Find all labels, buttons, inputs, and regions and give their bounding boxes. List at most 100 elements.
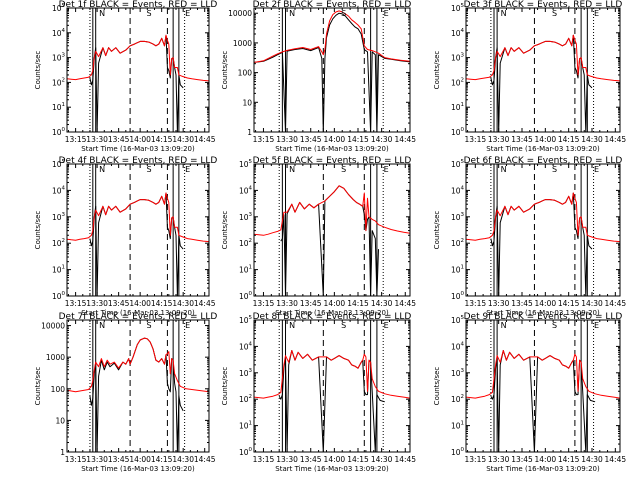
x-tick-label: 13:45 [511,455,533,464]
x-tick-label: 14:15 [151,299,173,308]
x-tick-label: 13:45 [108,455,130,464]
x-tick-label: 13:30 [276,299,298,308]
x-tick-label: 13:45 [108,135,130,144]
y-tick-label: 100 [239,291,253,301]
y-axis: 100 101 102 103 104 105 [451,315,620,457]
event-lines [490,320,595,452]
x-axis: 13:15 13:30 13:45 14:00 14:15 14:30 14:45 [465,164,627,308]
marker-label: E [594,321,599,330]
x-tick-label: 13:15 [253,299,275,308]
y-tick-label: 1 [60,448,65,457]
plot-frame [66,319,210,453]
x-tick-label: 14:45 [605,299,627,308]
marker-label: N [501,165,507,174]
y-tick-label: 105 [239,159,253,169]
x-tick-label: 13:15 [253,455,275,464]
x-tick-label: 13:30 [86,299,108,308]
x-axis-label: Start Time (16-Mar-03 13:09:20) [81,465,195,473]
y-axis: 100 101 102 103 104 105 [239,315,410,457]
y-axis: 100 101 102 103 104 105 [239,159,410,301]
y-tick-label: 1000 [46,353,65,362]
marker-label: N [99,165,105,174]
x-tick-label: 13:15 [65,135,87,144]
x-tick-label: 13:15 [465,135,487,144]
x-axis: 13:15 13:30 13:45 14:00 14:15 14:30 14:45 [465,8,626,144]
y-tick-label: 103 [451,53,465,63]
y-tick-label: 101 [451,102,464,112]
x-tick-label: 13:30 [488,135,510,144]
plot-frame [465,163,621,297]
series-lld-line [67,337,209,393]
x-tick-label: 14:30 [172,135,194,144]
x-axis-label: Start Time (16-Mar-03 13:09:20) [81,145,195,153]
panel-title: Det 9f BLACK = Events, RED = LLD [464,312,623,322]
y-tick-label: 105 [451,3,465,13]
x-axis-label: Start Time (16-Mar-03 13:09:20) [486,309,600,317]
panel-title: Det 4f BLACK = Events, RED = LLD [59,156,218,166]
y-tick-label: 104 [451,185,465,195]
x-tick-label: 14:45 [194,455,216,464]
y-tick-label: 103 [52,53,66,63]
y-tick-label: 100 [451,291,465,301]
y-tick-label: 102 [239,394,252,404]
x-tick-label: 13:45 [511,299,533,308]
x-tick-label: 14:00 [129,135,151,144]
x-tick-label: 14:45 [605,455,627,464]
x-tick-label: 13:15 [253,135,275,144]
y-tick-label: 101 [451,265,464,275]
marker-label: S [341,165,346,174]
x-tick-label: 14:15 [558,135,580,144]
y-tick-label: 10 [55,416,65,425]
y-axis-label: Counts/sec [34,211,42,250]
y-tick-label: 100 [51,385,66,394]
y-tick-label: 102 [451,77,464,87]
y-tick-label: 101 [451,421,464,431]
x-tick-label: 13:30 [86,455,108,464]
plot-frame [465,319,621,453]
y-axis-label: Counts/sec [34,367,42,406]
y-tick-label: 102 [52,238,65,248]
event-lines [89,164,186,296]
event-lines [89,320,186,452]
x-axis: 13:15 13:30 13:45 14:00 14:15 14:30 14:45 [465,320,627,464]
y-tick-label: 105 [52,3,66,13]
x-tick-label: 14:45 [394,299,416,308]
y-tick-label: 105 [451,315,465,325]
y-tick-label: 104 [239,185,253,195]
y-tick-label: 103 [52,212,66,222]
plot-frame [465,7,621,133]
y-tick-label: 104 [52,185,66,195]
x-tick-label: 14:30 [172,299,194,308]
x-axis-label: Start Time (16-Mar-03 13:09:20) [275,309,389,317]
x-tick-label: 14:00 [129,455,151,464]
y-tick-label: 10 [242,98,252,107]
x-tick-label: 13:45 [300,135,322,144]
y-tick-label: 101 [52,265,65,275]
x-axis: 13:15 13:30 13:45 14:00 14:15 14:30 14:45 [65,8,216,144]
x-tick-label: 14:00 [535,455,557,464]
x-tick-label: 14:00 [324,299,346,308]
x-tick-label: 14:30 [371,455,393,464]
x-axis-label: Start Time (16-Mar-03 13:09:20) [486,465,600,473]
y-tick-label: 103 [239,212,253,222]
x-tick-label: 14:30 [581,455,603,464]
series-events-line [254,12,410,132]
y-tick-label: 10000 [41,322,65,331]
x-tick-label: 14:00 [324,135,346,144]
x-tick-label: 14:30 [371,299,393,308]
y-tick-label: 103 [239,368,253,378]
y-tick-label: 102 [451,394,464,404]
y-tick-label: 102 [52,77,65,87]
marker-label: N [501,9,507,18]
marker-label: E [384,165,389,174]
panel-title: Det 1f BLACK = Events, RED = LLD [59,0,218,10]
x-axis-label: Start Time (16-Mar-03 13:09:20) [275,465,389,473]
marker-label: N [501,321,507,330]
plot-frame [253,319,411,453]
plot-frame [66,7,210,133]
event-lines [490,164,595,296]
x-tick-label: 13:30 [276,455,298,464]
